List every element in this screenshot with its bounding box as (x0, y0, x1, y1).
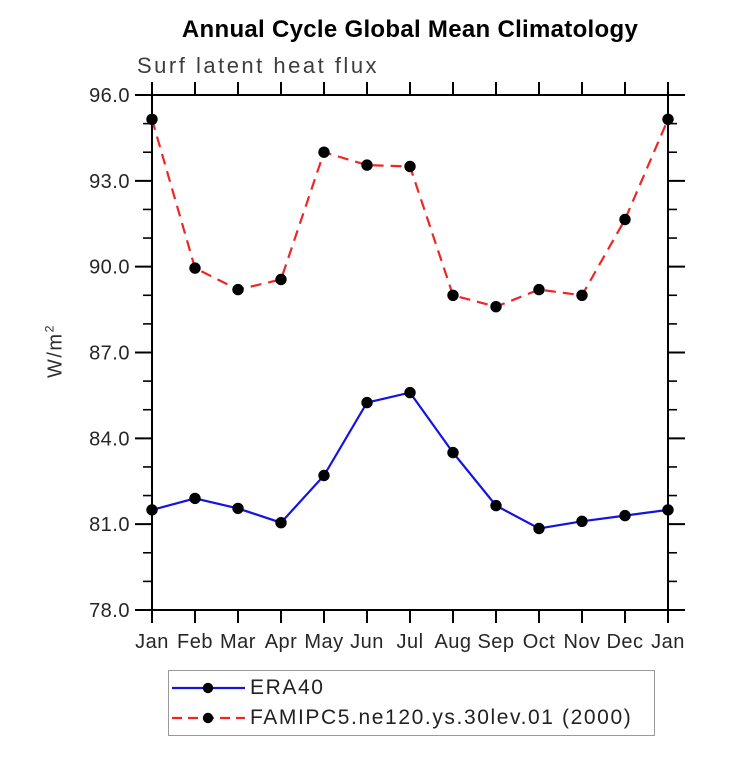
data-point (318, 146, 330, 158)
data-point (361, 159, 373, 171)
x-tick-label: Feb (177, 631, 213, 653)
x-tick-label: Oct (523, 631, 556, 653)
series-line-solid (151, 391, 669, 530)
x-tick-label: Apr (265, 631, 298, 653)
y-tick-label: 96.0 (89, 85, 130, 107)
x-tick-label: Sep (477, 631, 514, 653)
data-point (662, 504, 674, 516)
x-tick-label: Dec (606, 631, 643, 653)
data-point (404, 160, 416, 173)
y-tick-label: 90.0 (89, 257, 130, 279)
data-point (232, 283, 244, 296)
y-tick-label: 84.0 (89, 428, 130, 450)
legend-label-era40: ERA40 (250, 676, 325, 700)
x-tick-label: Jan (651, 631, 685, 653)
data-point (318, 469, 330, 482)
data-point (447, 289, 459, 301)
data-point (490, 301, 502, 313)
legend-label-famipc5: FAMIPC5.ne120.ys.30lev.01 (2000) (250, 705, 633, 729)
data-point (189, 262, 201, 274)
data-point (662, 113, 674, 126)
data-point (232, 502, 244, 515)
legend-box: ERA40 FAMIPC5.ne120.ys.30lev.01 (2000) (168, 670, 655, 736)
chart-subtitle: Surf latent heat flux (137, 53, 380, 78)
data-point (619, 509, 631, 522)
x-tick-label: Mar (220, 631, 256, 653)
data-point (576, 289, 588, 301)
data-point (189, 492, 201, 505)
chart-title: Annual Cycle Global Mean Climatology (181, 16, 639, 43)
data-point (146, 113, 158, 126)
y-tick-label: 81.0 (89, 514, 130, 536)
x-tick-label: Nov (563, 631, 600, 653)
x-tick-label: Aug (434, 631, 471, 653)
data-point (576, 515, 588, 527)
data-point (275, 517, 287, 529)
data-point (619, 213, 631, 226)
x-tick-label: Jun (350, 631, 384, 653)
x-tick-label: Jul (396, 631, 423, 653)
y-tick-label: 78.0 (89, 600, 130, 622)
legend-dot-icon (202, 712, 214, 723)
legend-dot-icon (202, 683, 214, 694)
legend-marker-solid-line (172, 683, 245, 694)
data-point (275, 273, 287, 286)
data-point (533, 522, 545, 535)
legend-item-famipc5: FAMIPC5.ne120.ys.30lev.01 (2000) (171, 704, 654, 732)
data-point (490, 499, 502, 512)
legend-marker-dashed-line (172, 712, 245, 723)
x-tick-label: Jan (135, 631, 169, 653)
legend-item-era40: ERA40 (171, 674, 654, 702)
data-point (447, 446, 459, 459)
data-point (404, 386, 416, 399)
series-line-dashed (150, 118, 670, 308)
data-point (146, 504, 158, 516)
x-tick-label: May (304, 631, 343, 653)
data-point (361, 396, 373, 409)
data-point (533, 283, 545, 296)
y-tick-label: 93.0 (89, 171, 130, 193)
y-tick-label: 87.0 (89, 343, 130, 365)
